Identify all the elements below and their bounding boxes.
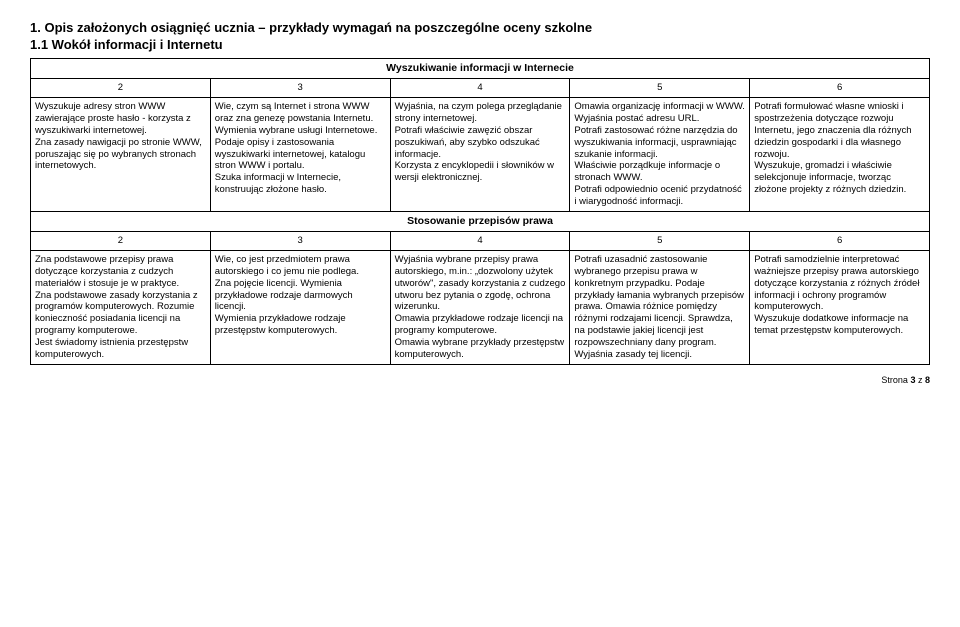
- col-num: 2: [31, 79, 211, 98]
- heading-main: 1. Opis założonych osiągnięć ucznia – pr…: [30, 20, 930, 35]
- cell-s1-c6: Potrafi formułować własne wnioski i spos…: [750, 98, 930, 212]
- requirements-table: Wyszukiwanie informacji w Internecie 2 3…: [30, 58, 930, 365]
- page-footer: Strona 3 z 8: [30, 375, 930, 385]
- footer-prefix: Strona: [881, 375, 910, 385]
- cell-s1-c3: Wie, czym są Internet i strona WWW oraz …: [210, 98, 390, 212]
- cell-s2-c6: Potrafi samodzielnie interpretować ważni…: [750, 250, 930, 364]
- cell-s2-c4: Wyjaśnia wybrane przepisy prawa autorski…: [390, 250, 570, 364]
- col-num: 2: [31, 232, 211, 251]
- col-num: 6: [750, 79, 930, 98]
- cell-s2-c3: Wie, co jest przedmiotem prawa autorskie…: [210, 250, 390, 364]
- footer-total: 8: [925, 375, 930, 385]
- col-num: 4: [390, 232, 570, 251]
- cell-s1-c5: Omawia organizację informacji w WWW. Wyj…: [570, 98, 750, 212]
- col-num: 4: [390, 79, 570, 98]
- col-num: 5: [570, 79, 750, 98]
- col-num: 6: [750, 232, 930, 251]
- col-num: 5: [570, 232, 750, 251]
- cell-s1-c4: Wyjaśnia, na czym polega przeglądanie st…: [390, 98, 570, 212]
- cell-s2-c2: Zna podstawowe przepisy prawa dotyczące …: [31, 250, 211, 364]
- col-num: 3: [210, 232, 390, 251]
- section1-title: Wyszukiwanie informacji w Internecie: [31, 59, 930, 79]
- footer-of: z: [915, 375, 925, 385]
- section2-title: Stosowanie przepisów prawa: [31, 211, 930, 231]
- cell-s1-c2: Wyszukuje adresy stron WWW zawierające p…: [31, 98, 211, 212]
- cell-s2-c5: Potrafi uzasadnić zastosowanie wybranego…: [570, 250, 750, 364]
- heading-sub: 1.1 Wokół informacji i Internetu: [30, 37, 930, 52]
- col-num: 3: [210, 79, 390, 98]
